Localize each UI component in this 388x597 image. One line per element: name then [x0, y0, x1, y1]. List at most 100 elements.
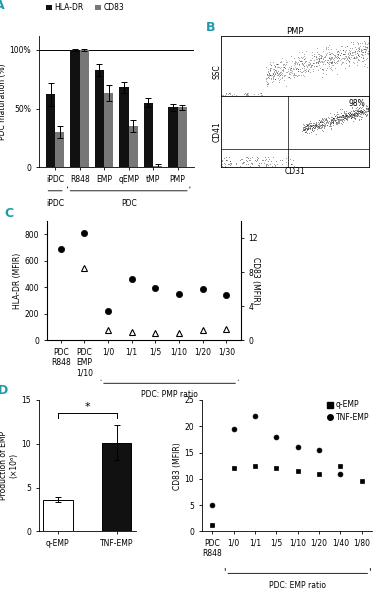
Point	[324, 57, 330, 66]
Point	[315, 122, 321, 132]
Point	[341, 113, 347, 123]
Point	[356, 111, 362, 121]
Point	[362, 41, 369, 50]
Point	[360, 44, 367, 54]
Point	[327, 62, 334, 72]
Point	[361, 109, 367, 119]
Legend: HLA-DR, CD83: HLA-DR, CD83	[43, 0, 127, 16]
Point	[335, 46, 341, 56]
Point	[328, 64, 334, 74]
Point	[243, 152, 249, 161]
Point	[310, 122, 316, 132]
Point	[348, 110, 354, 119]
q-EMP	[253, 462, 258, 469]
Point	[316, 56, 322, 65]
Point	[272, 61, 279, 71]
Point	[358, 47, 364, 56]
Point	[275, 75, 282, 85]
Point	[255, 97, 261, 106]
Point	[256, 93, 263, 102]
Point	[315, 122, 321, 131]
Point	[241, 101, 247, 111]
Point	[311, 118, 317, 128]
Point	[365, 106, 371, 115]
Point	[223, 155, 229, 165]
Point	[319, 68, 326, 78]
Point	[359, 106, 365, 116]
Point	[338, 113, 345, 122]
Point	[335, 50, 341, 59]
Point	[290, 63, 296, 72]
Point	[275, 70, 281, 80]
Point	[330, 54, 336, 64]
Point	[316, 56, 322, 65]
Point	[350, 110, 357, 120]
● HLA-DR	[200, 285, 205, 293]
Point	[322, 119, 328, 129]
Point	[343, 115, 350, 125]
Point	[354, 109, 360, 119]
Point	[226, 95, 232, 104]
Point	[337, 115, 343, 124]
Point	[218, 152, 224, 162]
Point	[318, 53, 324, 62]
Point	[342, 111, 348, 121]
Point	[353, 52, 359, 61]
Point	[275, 63, 281, 72]
Point	[219, 100, 225, 110]
Point	[349, 110, 355, 119]
Point	[264, 79, 270, 89]
Point	[336, 48, 342, 57]
Point	[262, 156, 268, 165]
Point	[333, 57, 339, 67]
Point	[357, 111, 363, 121]
Point	[354, 39, 360, 48]
Point	[347, 110, 353, 119]
Point	[364, 62, 370, 72]
Point	[286, 73, 292, 82]
Point	[311, 59, 317, 68]
Point	[327, 63, 333, 72]
Point	[254, 100, 260, 109]
Point	[259, 155, 265, 165]
Point	[287, 69, 293, 79]
Point	[341, 107, 347, 117]
Point	[274, 70, 280, 80]
Point	[246, 99, 252, 109]
Point	[362, 107, 368, 116]
Point	[239, 91, 246, 100]
Point	[228, 102, 234, 112]
Point	[281, 62, 287, 72]
Point	[354, 37, 360, 47]
Point	[340, 110, 346, 120]
Point	[341, 54, 347, 64]
Point	[346, 52, 352, 61]
Point	[342, 109, 348, 118]
Point	[334, 112, 340, 122]
Point	[310, 120, 316, 130]
Point	[310, 119, 316, 128]
Point	[251, 89, 257, 99]
Point	[346, 109, 352, 119]
Point	[320, 120, 326, 130]
Point	[278, 57, 284, 66]
Point	[309, 54, 315, 63]
Point	[358, 109, 364, 118]
Point	[254, 152, 260, 162]
Point	[334, 59, 340, 68]
Point	[242, 97, 248, 107]
Point	[224, 93, 230, 102]
Y-axis label: Production of EMP
(×10⁶): Production of EMP (×10⁶)	[0, 431, 19, 500]
Point	[360, 109, 366, 119]
Point	[242, 100, 248, 109]
Point	[255, 153, 262, 163]
Point	[287, 154, 293, 164]
Point	[352, 46, 358, 56]
Point	[279, 57, 285, 67]
Point	[319, 122, 325, 131]
Point	[312, 121, 319, 131]
Point	[313, 54, 319, 64]
Point	[226, 92, 232, 101]
Point	[248, 93, 254, 103]
Point	[324, 57, 330, 67]
